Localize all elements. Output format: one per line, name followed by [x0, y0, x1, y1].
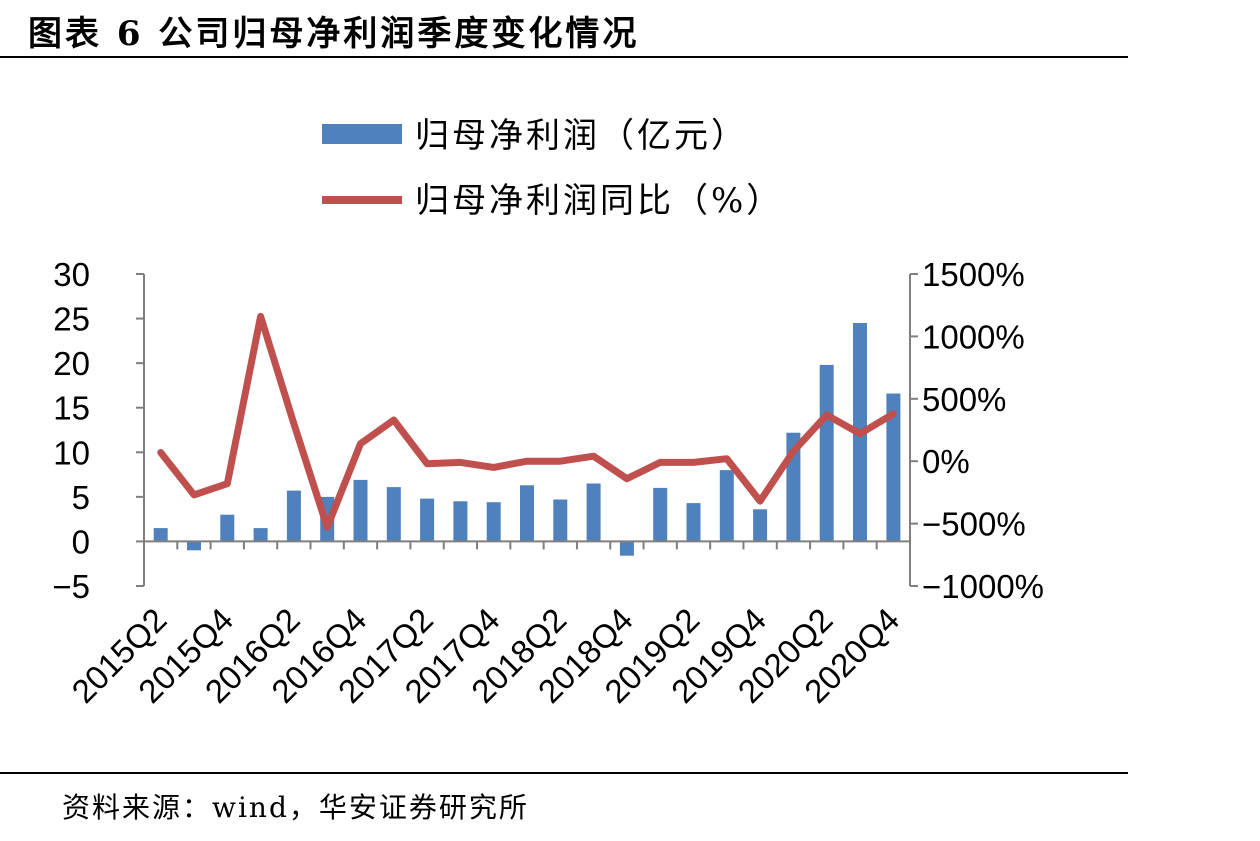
axes — [143, 274, 911, 586]
right-tick-label: 1500% — [922, 256, 1025, 293]
right-tick-label: 0% — [922, 443, 970, 480]
bar-2017Q3 — [453, 501, 468, 542]
left-tick-label: 15 — [53, 390, 90, 427]
bar-2018Q4 — [619, 541, 634, 556]
left-tick-label: 10 — [53, 434, 90, 471]
bar-2015Q3 — [187, 541, 201, 551]
legend: 归母净利润（亿元） 归母净利润同比（%） — [322, 116, 783, 221]
left-tick-label: 30 — [53, 256, 90, 293]
left-tick-label: 0 — [72, 523, 90, 560]
right-tick-label: 500% — [922, 381, 1006, 418]
right-tick-label: 1000% — [922, 318, 1025, 355]
bar-2015Q4 — [220, 514, 235, 542]
bar-2018Q3 — [586, 483, 601, 542]
left-tick-label: 20 — [53, 345, 90, 382]
bar-2020Q4 — [886, 393, 901, 542]
legend-swatch-bar — [322, 124, 402, 144]
bar-2017Q1 — [386, 487, 401, 542]
bar-2020Q2 — [819, 364, 834, 542]
bar-2016Q2 — [286, 490, 301, 542]
bar-2017Q2 — [420, 498, 435, 542]
left-tick-label: −5 — [52, 568, 90, 605]
figure-title: 图表 6 公司归母净利润季度变化情况 — [28, 14, 640, 54]
bar-2016Q1 — [253, 528, 268, 542]
bar-2019Q2 — [686, 503, 701, 542]
left-tick-label: 25 — [53, 301, 90, 338]
bar-2018Q1 — [520, 485, 534, 542]
bar-2019Q3 — [719, 470, 734, 542]
yoy-line — [157, 312, 897, 531]
right-tick-label: −500% — [922, 506, 1026, 543]
bar-2019Q1 — [653, 487, 668, 542]
right-axis-ticks: 1500% 1000% 500% 0% −500% −1000% — [910, 256, 1044, 605]
bar-2015Q2 — [153, 528, 168, 542]
bottom-rule — [0, 772, 1128, 774]
left-tick-label: 5 — [72, 479, 90, 516]
source-note: 资料来源：wind，华安证券研究所 — [62, 791, 529, 824]
bars — [153, 323, 901, 556]
bar-2018Q2 — [553, 499, 568, 542]
right-tick-label: −1000% — [922, 568, 1044, 605]
top-rule — [0, 56, 1128, 58]
bar-2017Q4 — [486, 502, 501, 542]
left-axis-ticks: 30 25 20 15 10 5 0 −5 — [52, 256, 144, 605]
bar-2016Q4 — [353, 479, 368, 542]
bar-2019Q4 — [753, 509, 768, 542]
x-axis-ticks: 2015Q22015Q42016Q22016Q42017Q22017Q42018… — [64, 601, 906, 710]
legend-label-line: 归母净利润同比（%） — [415, 181, 783, 221]
legend-label-bar: 归母净利润（亿元） — [415, 116, 748, 156]
